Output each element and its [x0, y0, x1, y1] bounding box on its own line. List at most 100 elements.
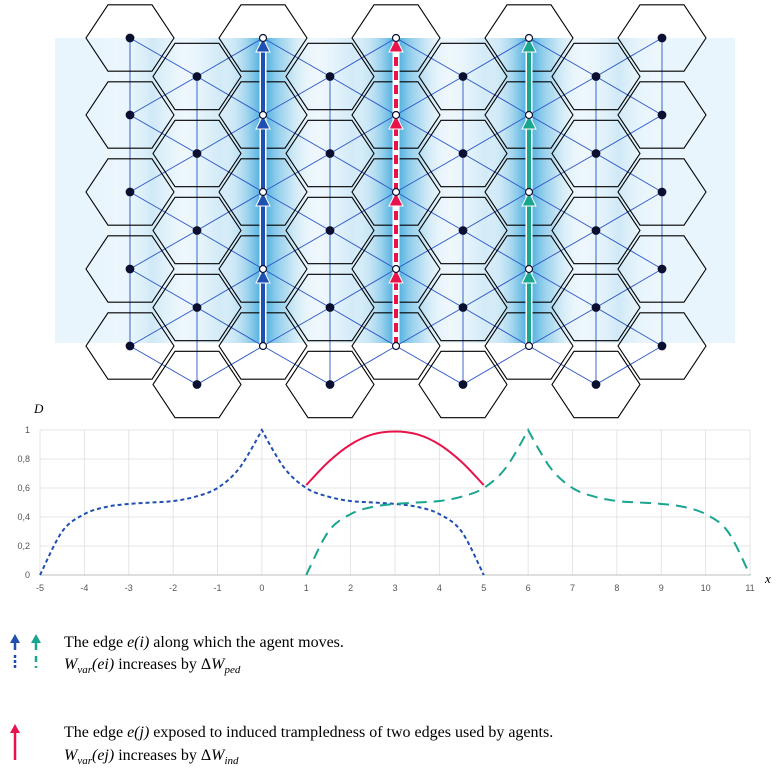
grid-node — [391, 110, 401, 120]
grid-node — [125, 264, 135, 274]
grid-edge — [395, 76, 464, 116]
series-line-red — [305, 430, 485, 486]
hexagon-cell — [551, 42, 641, 111]
hexagon-cell — [351, 235, 441, 303]
grid-edge — [462, 345, 530, 385]
hexagon-cell — [617, 235, 707, 303]
grid-node — [192, 72, 202, 81]
grid-node — [591, 149, 601, 158]
grid-edge — [196, 307, 264, 347]
grid-edge — [395, 268, 464, 308]
hexagon-cell — [85, 235, 175, 303]
grid-node — [258, 187, 268, 197]
grid-edge — [196, 76, 264, 116]
grid-nodes — [125, 33, 667, 389]
hexagon-cell — [152, 119, 242, 188]
hexagon-cell — [617, 312, 707, 380]
grid-edge — [329, 114, 397, 154]
hexagon-cell — [484, 235, 574, 303]
teal-arrow-icon-head — [31, 634, 41, 643]
induced-path-red-arrowhead — [388, 267, 404, 284]
grid-edge — [528, 230, 597, 270]
hexagon-cell — [285, 119, 375, 188]
x-tick-label: 6 — [526, 583, 531, 593]
agent-path-blue-arrowhead — [255, 190, 271, 207]
grid-edge — [595, 230, 663, 270]
grid-node — [458, 149, 468, 158]
x-tick-label: -1 — [213, 583, 221, 593]
grid-edge — [129, 230, 198, 270]
grid-edge — [462, 268, 530, 308]
hexagon-cell — [418, 273, 508, 342]
hexagon-cell — [85, 81, 175, 149]
grid-edge — [329, 345, 397, 385]
hexagon-cell — [218, 81, 308, 149]
series-line-blue — [39, 427, 485, 576]
grid-edge — [395, 114, 464, 154]
grid-edge — [395, 230, 464, 270]
grid-node — [125, 187, 135, 197]
hexagon-cell — [351, 81, 441, 149]
y-tick-label: 0 — [25, 570, 30, 580]
hexagon-cell — [285, 196, 375, 265]
y-tick-label: 0,4 — [17, 512, 30, 522]
grid-edge — [595, 191, 663, 231]
grid-node — [192, 149, 202, 158]
grid-node — [391, 33, 401, 43]
y-tick-label: 0,6 — [17, 483, 30, 493]
grid-edge — [595, 76, 663, 116]
grid-edge — [462, 307, 530, 347]
grid-edge — [395, 307, 464, 347]
grid-node — [258, 110, 268, 120]
y-tick-label: 0,8 — [17, 454, 30, 464]
grid-node — [258, 264, 268, 274]
hexagon-cell — [484, 312, 574, 380]
grid-node — [591, 72, 601, 81]
blue-arrow-icon-head — [10, 634, 20, 643]
hexagon-cell — [551, 273, 641, 342]
hexagon-cell — [85, 312, 175, 380]
agent-path-teal-arrowhead — [521, 36, 537, 53]
agent-path-blue-arrowhead — [255, 36, 271, 53]
hexagon-cell — [218, 4, 308, 72]
grid-edge — [595, 114, 663, 154]
hexagon-cell — [351, 312, 441, 380]
grid-edge — [129, 191, 198, 231]
hexagon-cell — [418, 119, 508, 188]
hexagon-cell — [484, 158, 574, 226]
grid-node — [258, 33, 268, 43]
x-tick-label: -2 — [169, 583, 177, 593]
hexagon-cell — [418, 42, 508, 111]
grid-edge — [595, 153, 663, 193]
grid-edge — [196, 114, 264, 154]
grid-node — [591, 226, 601, 235]
grid-edge — [528, 191, 597, 231]
grid-node — [591, 380, 601, 389]
grid-edge — [196, 153, 264, 193]
x-tick-label: 11 — [745, 583, 754, 593]
grid-node — [125, 341, 135, 351]
grid-edge — [462, 153, 530, 193]
grid-edge — [329, 76, 397, 116]
grid-edge — [595, 345, 663, 385]
agent-path-blue-arrowhead — [255, 113, 271, 130]
grid-edge — [595, 307, 663, 347]
grid-edge — [196, 268, 264, 308]
x-tick-label: 8 — [614, 583, 619, 593]
grid-edge — [262, 114, 331, 154]
hexagon-cell — [484, 81, 574, 149]
grid-edge — [262, 345, 331, 385]
grid-edge — [528, 345, 597, 385]
hexagon-cell — [218, 158, 308, 226]
grid-node — [325, 72, 335, 81]
grid-edge — [329, 37, 397, 77]
grid-node — [125, 110, 135, 120]
hexagon-cell — [285, 350, 375, 419]
hexagon-cells — [85, 4, 707, 419]
grid-node — [192, 303, 202, 312]
legend-line-3: The edge e(j) exposed to induced trample… — [64, 724, 554, 741]
grid-node — [325, 226, 335, 235]
